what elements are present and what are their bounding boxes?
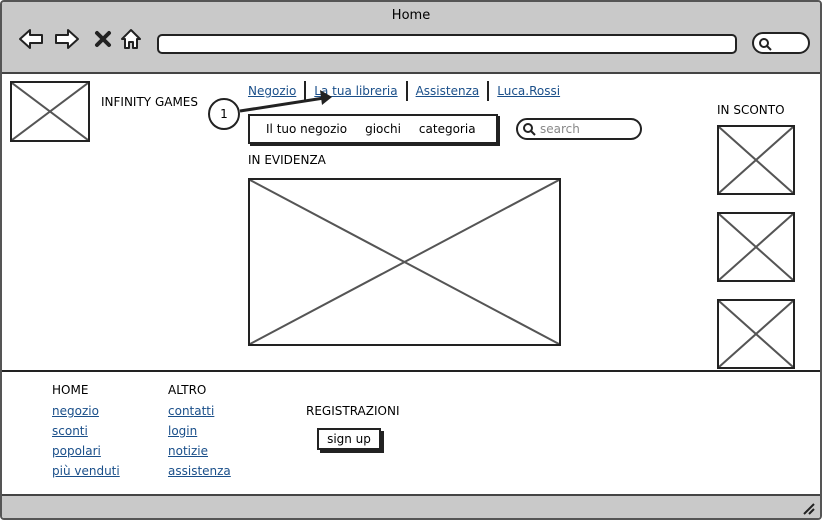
footer-link-notizie[interactable]: notizie [168, 444, 209, 458]
subnav-tuo-negozio[interactable]: Il tuo negozio [266, 122, 348, 136]
brand-name: INFINITY GAMES [101, 95, 199, 109]
sale-title: IN SCONTO [717, 103, 785, 117]
subnav-categoria[interactable]: categoria [418, 122, 476, 136]
browser-search-field[interactable] [752, 32, 810, 54]
footer-altro-title: ALTRO [168, 383, 207, 397]
close-icon[interactable] [90, 26, 116, 52]
subnav-giochi[interactable]: giochi [365, 122, 401, 136]
featured-image-placeholder[interactable] [248, 178, 561, 346]
window-title: Home [391, 8, 431, 23]
footer-link-login[interactable]: login [168, 424, 198, 438]
site-search-input[interactable]: search [516, 118, 642, 140]
footer-link-assistenza[interactable]: assistenza [168, 464, 231, 478]
forward-arrow-icon[interactable] [54, 26, 80, 52]
callout-marker: 1 [208, 98, 240, 130]
resize-grip-icon[interactable] [800, 500, 816, 516]
sale-item-image[interactable] [717, 299, 795, 369]
footer-link-sconti[interactable]: sconti [52, 424, 88, 438]
nav-separator [405, 81, 408, 101]
nav-link-libreria[interactable]: La tua libreria [314, 84, 398, 98]
address-bar[interactable] [157, 34, 737, 54]
top-navigation: Negozio La tua libreria Assistenza Luca.… [248, 80, 568, 102]
nav-separator [487, 81, 490, 101]
status-bar [2, 494, 820, 518]
nav-link-user[interactable]: Luca.Rossi [497, 84, 561, 98]
footer-registrazioni-title: REGISTRAZIONI [306, 404, 400, 418]
logo-image-placeholder [10, 81, 90, 142]
back-arrow-icon[interactable] [18, 26, 44, 52]
footer-link-contatti[interactable]: contatti [168, 404, 215, 418]
footer-link-negozio[interactable]: negozio [52, 404, 99, 418]
footer-home-column: HOME negozio sconti popolari più venduti [52, 383, 120, 484]
featured-title: IN EVIDENZA [248, 153, 326, 167]
footer-link-popolari[interactable]: popolari [52, 444, 101, 458]
browser-chrome: Home [2, 2, 820, 74]
search-icon [759, 38, 772, 51]
search-icon [523, 123, 536, 136]
sale-item-image[interactable] [717, 125, 795, 195]
footer-divider [2, 370, 820, 372]
sale-item-image[interactable] [717, 212, 795, 282]
nav-separator [304, 81, 307, 101]
nav-link-assistenza[interactable]: Assistenza [415, 84, 480, 98]
footer-link-piu-venduti[interactable]: più venduti [52, 464, 120, 478]
search-placeholder: search [540, 122, 580, 136]
nav-link-negozio[interactable]: Negozio [248, 84, 297, 98]
footer-altro-column: ALTRO contatti login notizie assistenza [168, 383, 231, 484]
sign-up-button[interactable]: sign up [317, 428, 381, 450]
home-icon[interactable] [118, 26, 144, 52]
footer-home-title: HOME [52, 383, 89, 397]
store-subnav: Il tuo negozio giochi categoria [248, 114, 498, 144]
